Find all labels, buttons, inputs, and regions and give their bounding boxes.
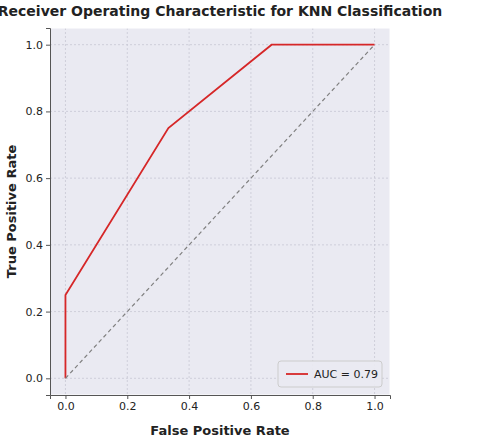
tick: 0.8: [26, 105, 51, 118]
tick: 0.4: [181, 395, 199, 413]
y-axis-title: True Positive Rate: [4, 145, 19, 279]
grid-line: [50, 311, 390, 312]
tick: 0.6: [26, 172, 51, 185]
plot-background: [50, 28, 390, 395]
title: Receiver Operating Characteristic for KN…: [0, 3, 442, 19]
tick: 1.0: [26, 39, 51, 52]
tick-mark: [46, 111, 50, 112]
tick-label: 0.2: [26, 306, 44, 319]
tick-mark: [313, 395, 314, 399]
grid-line: [50, 244, 390, 245]
axis-line: [46, 29, 51, 396]
tick: 0.2: [119, 395, 137, 413]
tick-mark: [46, 378, 50, 379]
tick-label: 0.0: [26, 372, 44, 385]
tick: 0.2: [26, 306, 51, 319]
chart: 0.0 0.2 0.4 0.6 0.8 1.0 0.0 0.2 0.4 0.6 0.8 1.0 AUC …: [0, 0, 500, 443]
legend: AUC = 0.79: [278, 361, 382, 387]
tick-mark: [65, 395, 66, 399]
plot-frame: [50, 28, 390, 395]
tick-label: 1.0: [366, 400, 384, 413]
legend-swatch: [286, 373, 308, 375]
axis-line: [51, 396, 391, 400]
tick-label: 1.0: [26, 39, 44, 52]
legend-box: [278, 361, 382, 387]
y-axis: 0.0 0.2 0.4 0.6 0.8 1.0: [26, 29, 51, 396]
tick-mark: [46, 312, 50, 313]
grid-line: [50, 111, 390, 112]
tick: 0.0: [57, 395, 75, 413]
grid: [50, 28, 390, 395]
grid-line: [312, 28, 313, 395]
tick-label: 0.6: [26, 172, 44, 185]
x-axis: 0.0 0.2 0.4 0.6 0.8 1.0: [51, 395, 391, 413]
tick-mark: [127, 395, 128, 399]
grid-line: [189, 28, 190, 395]
tick: 0.6: [243, 395, 261, 413]
x-axis-title: False Positive Rate: [150, 423, 290, 438]
tick-label: 0.4: [26, 239, 44, 252]
tick-mark: [46, 178, 50, 179]
grid-line: [127, 28, 128, 395]
tick-mark: [189, 395, 190, 399]
tick: 0.0: [26, 372, 51, 385]
tick-mark: [46, 245, 50, 246]
tick-label: 0.4: [181, 400, 199, 413]
tick: 0.8: [304, 395, 322, 413]
tick-mark: [251, 395, 252, 399]
tick-label: 0.2: [119, 400, 137, 413]
tick-label: 0.8: [26, 105, 44, 118]
legend-label: AUC = 0.79: [314, 368, 378, 381]
tick: 1.0: [366, 395, 384, 413]
tick-label: 0.0: [57, 400, 75, 413]
grid-line: [50, 178, 390, 179]
tick-label: 0.8: [304, 400, 322, 413]
tick: 0.4: [26, 239, 51, 252]
plot: 0.0 0.2 0.4 0.6 0.8 1.0 0.0 0.2 0.4 0.6 0.8 1.0 AUC …: [26, 28, 391, 413]
tick-mark: [46, 45, 50, 46]
grid-line: [374, 28, 375, 395]
reference-line: [65, 45, 374, 379]
tick-mark: [375, 395, 376, 399]
grid-line: [250, 28, 251, 395]
tick-label: 0.6: [243, 400, 261, 413]
roc-curve: [65, 45, 374, 379]
marks: [65, 45, 374, 379]
